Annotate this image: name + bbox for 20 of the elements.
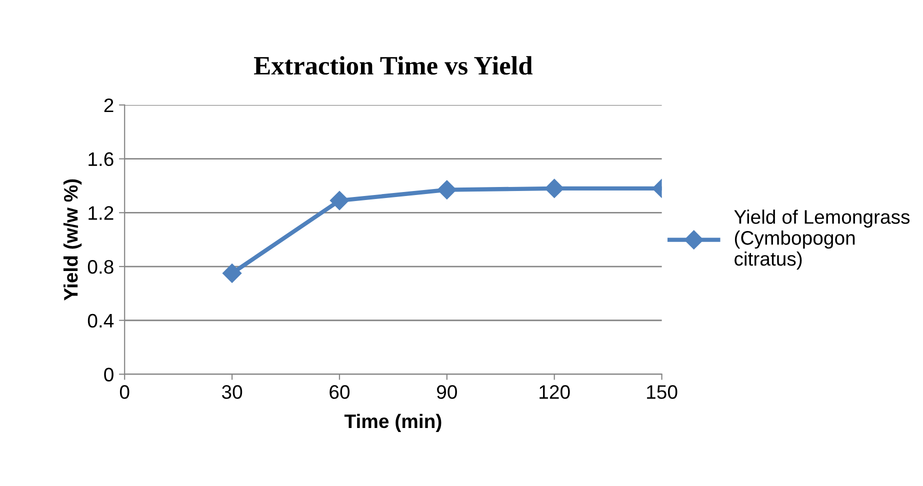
- x-axis-title: Time (min): [344, 414, 442, 432]
- y-tick-label: 0.4: [88, 314, 114, 328]
- x-tick-label: 30: [222, 385, 242, 399]
- y-tick-label: 0: [104, 368, 114, 382]
- x-tick-label: 150: [647, 385, 678, 399]
- chart-title: Extraction Time vs Yield: [254, 56, 533, 75]
- point: [222, 264, 242, 283]
- x-tick-label: 90: [437, 385, 457, 399]
- x-tick-label: 120: [540, 385, 570, 399]
- y-tick-label: 0.8: [88, 260, 114, 274]
- x-tick-label: 0: [120, 385, 130, 399]
- point: [330, 191, 350, 210]
- legend-label: Yield of Lemongrass (Cymbopogon citratus): [734, 210, 910, 270]
- y-axis-title: Yield (w/w %): [63, 179, 82, 300]
- y-tick-label: 1.6: [88, 152, 114, 166]
- y-tick-label: 1.2: [88, 206, 114, 220]
- x-tick-label: 60: [330, 385, 350, 399]
- y-tick-label: 2: [104, 98, 114, 112]
- point: [437, 180, 456, 200]
- point: [544, 178, 564, 198]
